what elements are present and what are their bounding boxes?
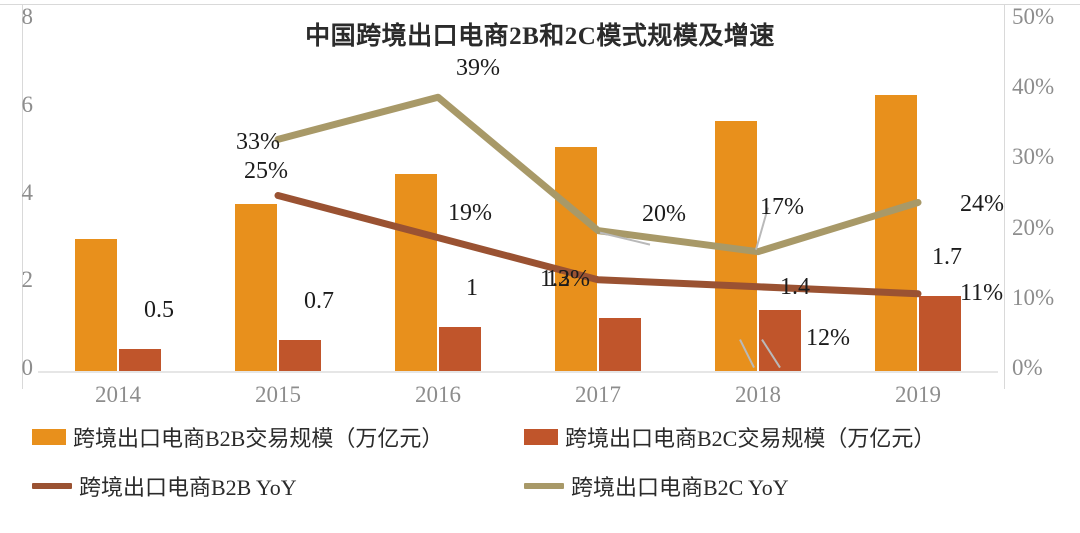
legend-label-b2b-yoy: 跨境出口电商B2B YoY [79, 475, 297, 500]
bar-b2c-size [759, 309, 801, 371]
legend-label-b2b-size: 跨境出口电商B2B交易规模（万亿元） [73, 426, 444, 451]
x-axis-tick: 2019 [895, 382, 941, 407]
legend-swatch-b2b-size-icon [32, 429, 66, 445]
data-label-b2b-yoy: 19% [448, 199, 492, 226]
x-axis-tick: 2015 [255, 382, 301, 407]
bar-b2c-size [119, 349, 161, 371]
right-axis-tick: 40% [1012, 74, 1055, 100]
bar-b2c-size [279, 340, 321, 371]
legend-row-1: 跨境出口电商B2B交易规模（万亿元） 跨境出口电商B2C交易规模（万亿元） [0, 418, 1080, 464]
bar-b2b-size [555, 147, 597, 371]
frame-top-border [0, 4, 1080, 5]
frame-left-border [22, 4, 23, 389]
x-axis-tick: 2016 [415, 382, 461, 407]
legend-label-b2c-size: 跨境出口电商B2C交易规模（万亿元） [565, 426, 936, 451]
bar-b2b-size [75, 239, 117, 371]
callout-leader-line [599, 231, 651, 246]
left-axis-tick: 8 [21, 4, 34, 29]
data-label-b2c-size: 1.4 [780, 273, 810, 300]
x-axis-tick: 2018 [735, 382, 781, 407]
legend-label-b2c-yoy: 跨境出口电商B2C YoY [571, 475, 789, 500]
data-label-b2b-yoy: 25% [244, 157, 288, 184]
chart-legend: 跨境出口电商B2B交易规模（万亿元） 跨境出口电商B2C交易规模（万亿元） 跨境… [0, 418, 1080, 510]
bar-b2c-size [439, 327, 481, 371]
right-axis-tick: 50% [1012, 4, 1055, 29]
data-label-b2b-yoy: 13% [546, 265, 590, 292]
right-axis-tick: 10% [1012, 284, 1055, 310]
right-axis-tick: 30% [1012, 144, 1055, 170]
bar-b2b-size [235, 204, 277, 371]
lines-layer [274, 93, 922, 369]
data-label-b2c-size: 1.7 [932, 244, 962, 271]
bar-b2c-size [919, 296, 961, 371]
data-label-b2c-size: 0.7 [304, 288, 334, 315]
data-label-b2b-yoy: 12% [806, 324, 850, 351]
bar-b2b-size [395, 173, 437, 371]
left-axis-tick: 6 [21, 91, 34, 117]
data-label-b2c-yoy: 39% [456, 55, 500, 82]
data-label-b2c-size: 0.5 [144, 297, 174, 324]
right-axis-tick: 20% [1012, 214, 1055, 240]
left-axis-tick: 2 [21, 267, 34, 293]
legend-swatch-b2c-yoy-icon [524, 483, 564, 489]
legend-swatch-b2c-size-icon [524, 429, 558, 445]
data-label-b2c-yoy: 24% [960, 190, 1004, 217]
callout-leader-line [761, 339, 781, 369]
line-b2b-yoy [274, 192, 922, 298]
plot-area: 0.5 0.7 1 1.2 1.4 1.7 25% 19% 13% 12% 11% 33% 39% 20%… [38, 20, 1004, 371]
data-label-b2c-yoy: 20% [642, 200, 686, 227]
data-label-b2c-size: 1.2 [540, 266, 570, 293]
callout-leader-line [739, 339, 755, 369]
data-label-b2b-yoy: 11% [960, 279, 1004, 306]
legend-item-b2c-yoy[interactable]: 跨境出口电商B2C YoY [524, 470, 789, 502]
chart-title: 中国跨境出口电商2B和2C模式规模及增速 [305, 23, 775, 50]
legend-row-2: 跨境出口电商B2B YoY 跨境出口电商B2C YoY [0, 464, 1080, 510]
data-label-b2c-yoy: 17% [760, 193, 804, 220]
bar-b2b-size [875, 94, 917, 371]
x-axis-tick: 2017 [575, 382, 621, 407]
axis-baseline [38, 371, 998, 373]
data-label-b2c-size: 1 [466, 275, 478, 302]
legend-item-b2c-size[interactable]: 跨境出口电商B2C交易规模（万亿元） [524, 421, 935, 453]
callout-leader-line [755, 207, 769, 250]
bar-b2c-size [599, 318, 641, 371]
left-axis-tick: 4 [21, 179, 34, 205]
legend-swatch-b2b-yoy-icon [32, 483, 72, 489]
legend-item-b2b-size[interactable]: 跨境出口电商B2B交易规模（万亿元） [32, 421, 443, 453]
line-b2c-yoy [274, 93, 922, 256]
data-label-b2c-yoy: 33% [236, 129, 280, 156]
left-axis-tick: 0 [21, 355, 34, 380]
right-axis-tick: 0% [1012, 355, 1043, 380]
x-axis-tick: 2014 [95, 382, 141, 407]
frame-right-border [1004, 4, 1005, 389]
legend-item-b2b-yoy[interactable]: 跨境出口电商B2B YoY [32, 470, 297, 502]
